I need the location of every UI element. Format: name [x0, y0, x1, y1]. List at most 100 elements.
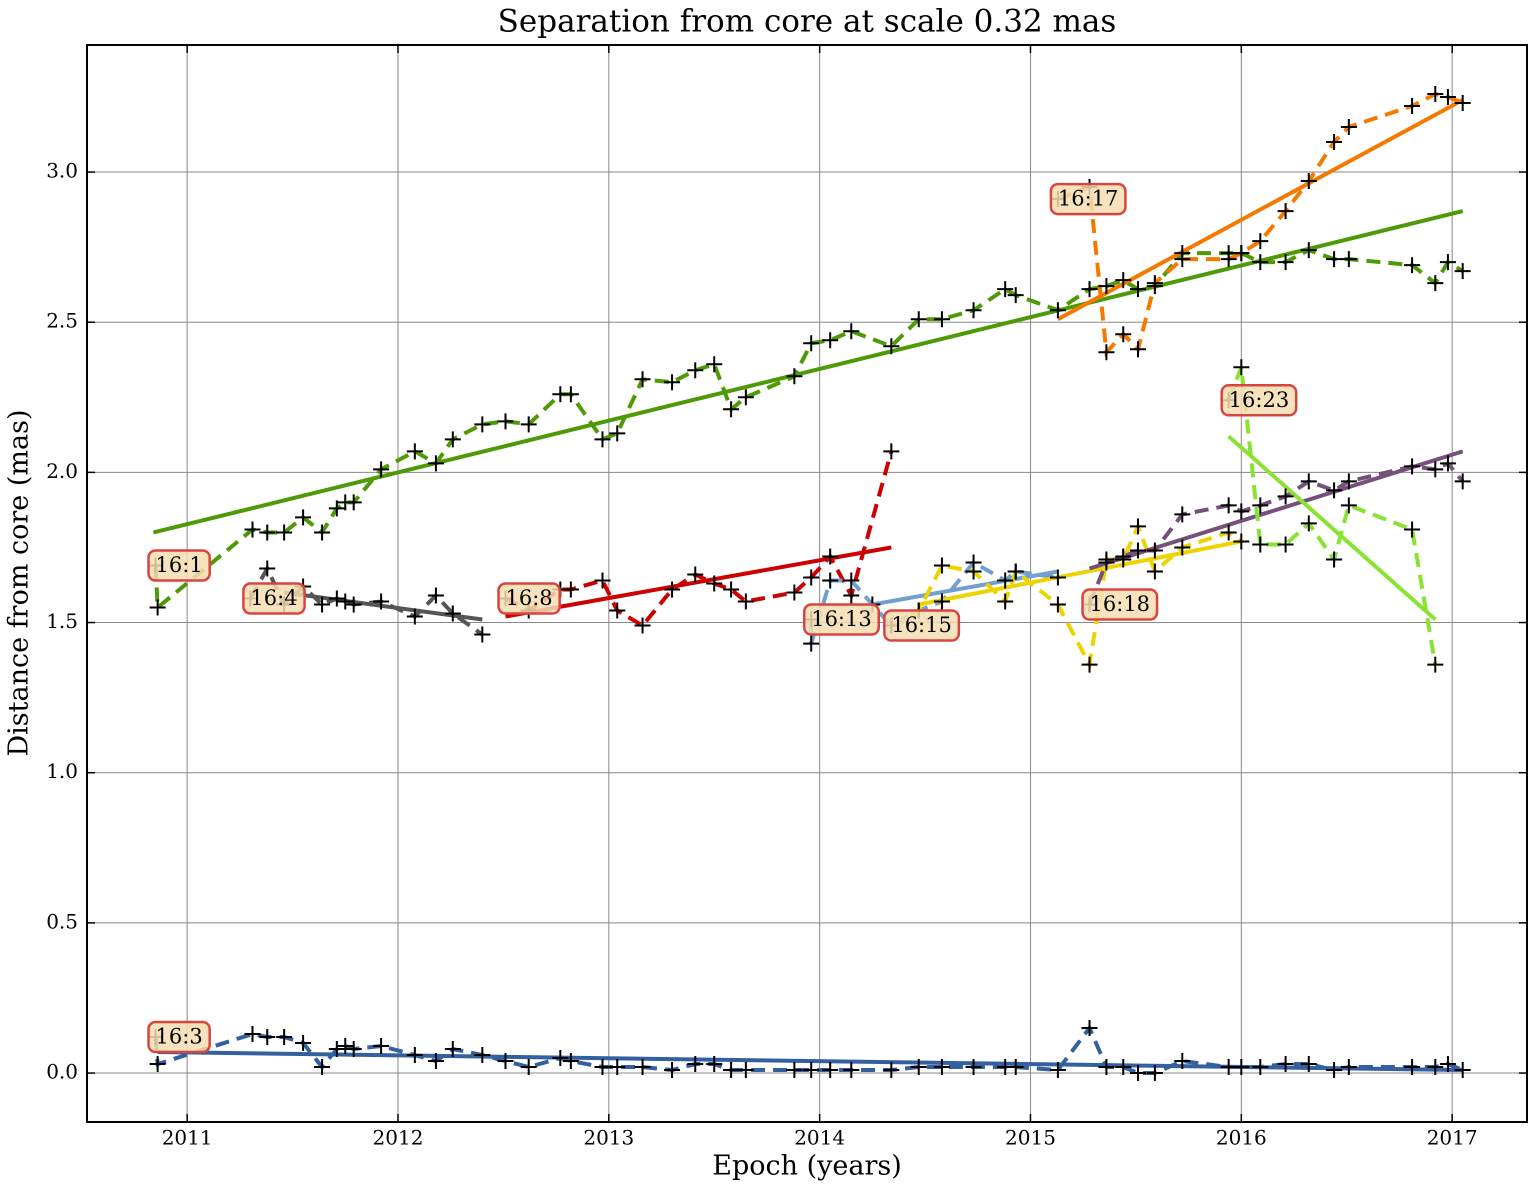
point-marker — [337, 593, 354, 610]
point-marker — [965, 563, 982, 580]
fit-line — [918, 539, 1242, 607]
point-marker — [1300, 515, 1317, 532]
label-box — [242, 582, 306, 615]
point-marker — [276, 1029, 293, 1046]
point-marker — [803, 569, 820, 586]
point-marker — [1098, 344, 1115, 361]
point-marker — [997, 281, 1014, 298]
point-marker — [737, 389, 754, 406]
point-marker — [1130, 341, 1147, 358]
data-line — [1057, 91, 1464, 357]
point-marker — [1233, 245, 1250, 262]
point-marker — [1340, 1059, 1357, 1076]
y-tick-label: 1.0 — [46, 759, 78, 783]
point-marker — [1049, 302, 1066, 319]
point-marker — [1454, 263, 1471, 280]
point-marker — [1098, 278, 1115, 295]
point-marker — [1233, 503, 1250, 520]
point-marker — [664, 581, 681, 598]
plot-frame — [86, 44, 1528, 1123]
point-marker — [1427, 275, 1444, 292]
point-marker — [883, 338, 900, 355]
x-tick-label: 2013 — [583, 1126, 634, 1150]
point-marker — [1404, 521, 1421, 538]
point-marker — [786, 1062, 803, 1079]
point-marker — [562, 581, 579, 598]
point-marker — [933, 1059, 950, 1076]
point-marker — [723, 401, 740, 418]
point-marker — [1252, 536, 1269, 553]
x-tick-label: 2012 — [373, 1126, 424, 1150]
label-box — [147, 549, 211, 582]
point-marker — [244, 521, 261, 538]
component-label: 16:18 — [1090, 592, 1151, 616]
point-marker — [594, 1059, 611, 1076]
point-marker — [786, 584, 803, 601]
point-marker — [1340, 118, 1357, 135]
point-marker — [1277, 488, 1294, 505]
point-marker — [609, 425, 626, 442]
fit-line — [505, 545, 892, 619]
point-marker — [1277, 254, 1294, 271]
point-marker — [328, 500, 345, 517]
point-marker — [1007, 287, 1024, 304]
point-marker — [883, 443, 900, 460]
point-marker — [1146, 563, 1163, 580]
point-marker — [843, 587, 860, 604]
y-tick-label: 3.0 — [46, 159, 78, 183]
point-marker — [1115, 1059, 1132, 1076]
point-marker — [1081, 281, 1098, 298]
point-marker — [1220, 251, 1237, 268]
point-marker — [373, 593, 390, 610]
component-label: 16:1 — [156, 553, 203, 577]
y-tick-label: 0.5 — [46, 909, 78, 933]
point-marker — [706, 1056, 723, 1073]
point-marker — [933, 311, 950, 328]
point-marker — [373, 1038, 390, 1055]
x-tick-label: 2014 — [794, 1126, 845, 1150]
point-marker — [1439, 1056, 1456, 1073]
point-marker — [634, 371, 651, 388]
point-marker — [562, 386, 579, 403]
point-marker — [562, 1053, 579, 1070]
chart-title: Separation from core at scale 0.32 mas — [498, 4, 1117, 40]
point-marker — [1049, 569, 1066, 586]
point-marker — [1300, 1056, 1317, 1073]
point-marker — [149, 599, 166, 616]
point-marker — [1146, 542, 1163, 559]
point-marker — [345, 596, 362, 613]
point-marker — [664, 1062, 681, 1079]
fit-line — [1056, 98, 1464, 321]
point-marker — [1146, 1065, 1163, 1082]
label-box — [497, 582, 561, 615]
component-label: 16:13 — [811, 607, 872, 631]
point-marker — [609, 1059, 626, 1076]
point-marker — [965, 302, 982, 319]
point-marker — [406, 1047, 423, 1064]
point-marker — [1007, 1059, 1024, 1076]
point-marker — [723, 581, 740, 598]
point-marker — [1252, 497, 1269, 514]
point-marker — [259, 1029, 276, 1046]
point-marker — [1427, 656, 1444, 673]
point-marker — [594, 572, 611, 589]
point-marker — [497, 1053, 514, 1070]
point-marker — [552, 1050, 569, 1067]
point-marker — [1404, 257, 1421, 274]
point-marker — [706, 356, 723, 373]
point-marker — [497, 413, 514, 430]
label-box — [883, 609, 961, 642]
point-marker — [910, 311, 927, 328]
point-marker — [427, 1053, 444, 1070]
point-marker — [1233, 533, 1250, 550]
y-axis-label: Distance from core (mas) — [4, 410, 35, 757]
x-tick-label: 2015 — [1005, 1126, 1056, 1150]
point-marker — [803, 335, 820, 352]
point-marker — [1115, 548, 1132, 565]
point-marker — [520, 1059, 537, 1076]
point-marker — [1300, 473, 1317, 490]
point-marker — [706, 575, 723, 592]
point-marker — [1404, 458, 1421, 475]
point-marker — [1174, 539, 1191, 556]
